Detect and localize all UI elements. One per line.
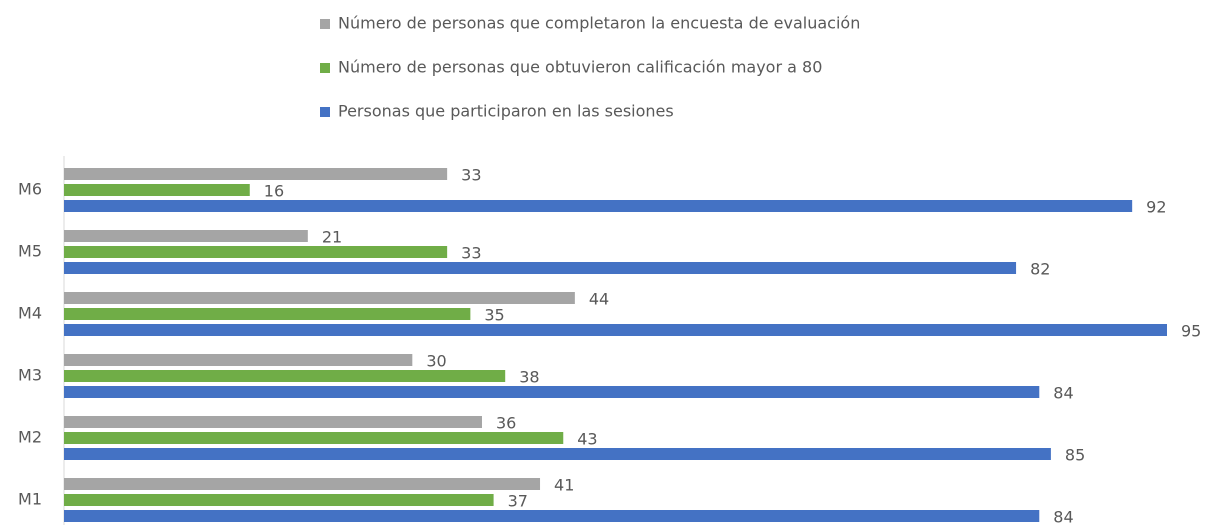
y-tick-label: M4 — [18, 304, 42, 323]
value-label: 35 — [484, 306, 504, 325]
value-label: 30 — [426, 352, 446, 371]
value-label: 92 — [1146, 198, 1166, 217]
bar — [64, 292, 575, 304]
legend-swatch — [320, 63, 330, 73]
legend-label: Número de personas que completaron la en… — [338, 14, 860, 33]
y-tick-label: M1 — [18, 490, 42, 509]
bar — [64, 370, 506, 382]
bar — [64, 494, 494, 506]
bar — [64, 184, 250, 196]
bar — [64, 416, 482, 428]
bar — [64, 246, 448, 258]
y-tick-label: M6 — [18, 180, 42, 199]
value-label: 37 — [508, 492, 528, 511]
bar — [64, 510, 1040, 522]
bar — [64, 448, 1051, 460]
value-label: 85 — [1065, 446, 1085, 465]
bar — [64, 200, 1133, 212]
legend-swatch — [320, 107, 330, 117]
value-label: 16 — [264, 182, 284, 201]
value-label: 84 — [1053, 384, 1073, 403]
y-tick-label: M5 — [18, 242, 42, 261]
value-label: 33 — [461, 166, 481, 185]
value-label: 44 — [589, 290, 609, 309]
value-label: 82 — [1030, 260, 1050, 279]
y-tick-label: M2 — [18, 428, 42, 447]
value-label: 95 — [1181, 322, 1201, 341]
bar — [64, 308, 471, 320]
legend-label: Número de personas que obtuvieron califi… — [338, 58, 822, 77]
bar — [64, 386, 1040, 398]
value-label: 84 — [1053, 508, 1073, 525]
value-label: 33 — [461, 244, 481, 263]
value-label: 43 — [577, 430, 597, 449]
value-label: 41 — [554, 476, 574, 495]
bar — [64, 432, 564, 444]
bar — [64, 262, 1017, 274]
bar — [64, 324, 1167, 336]
value-label: 36 — [496, 414, 516, 433]
bar — [64, 230, 308, 242]
legend-label: Personas que participaron en las sesione… — [338, 102, 674, 121]
bar — [64, 168, 448, 180]
bar — [64, 478, 541, 490]
value-label: 38 — [519, 368, 539, 387]
value-label: 21 — [322, 228, 342, 247]
y-tick-label: M3 — [18, 366, 42, 385]
legend-swatch — [320, 19, 330, 29]
bar — [64, 354, 413, 366]
